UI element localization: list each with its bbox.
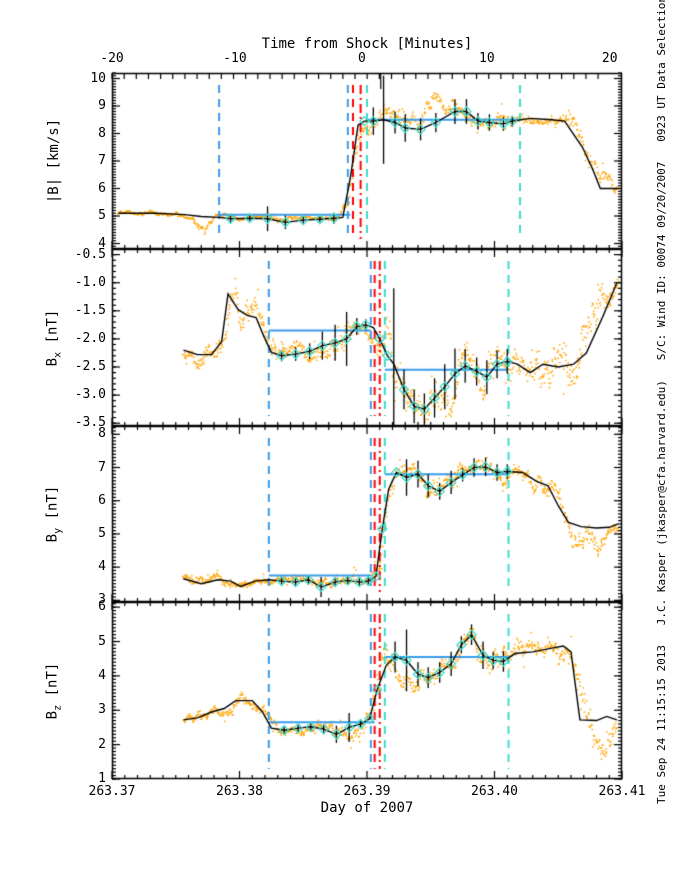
y-tick-label: -3.5: [74, 415, 106, 431]
y-tick-label: 6: [98, 492, 106, 508]
y-tick-label: -0.5: [74, 246, 106, 262]
y-tick-label: 7: [98, 459, 106, 475]
top-tick-label: -10: [223, 51, 247, 66]
x-tick-label: 263.38: [216, 784, 263, 799]
y-tick-label: 4: [98, 559, 106, 575]
y-tick-label: 4: [98, 235, 106, 251]
top-tick-label: 20: [601, 51, 618, 66]
right-annotation: Tue Sep 24 11:15:15 2013 J.C. Kasper (jk…: [655, 0, 668, 804]
top-axis-title: Time from Shock [Minutes]: [261, 36, 473, 52]
y-tick-label: 8: [98, 426, 106, 442]
y-tick-label: -1.0: [74, 274, 106, 290]
y-tick-label: -1.5: [74, 302, 106, 318]
y-tick-label: 7: [98, 153, 106, 168]
y-tick-label: 4: [98, 667, 106, 683]
top-tick-label: 0: [357, 51, 366, 66]
y-tick-label: 3: [98, 702, 106, 718]
y-axis-title: Bz [nT]: [44, 662, 64, 719]
y-tick-label: 2: [98, 736, 106, 752]
x-axis-title: Day of 2007: [320, 800, 414, 816]
y-tick-label: 8: [98, 125, 106, 141]
y-tick-label: -2.5: [74, 359, 106, 374]
x-tick-label: 263.41: [598, 784, 646, 799]
y-tick-label: 5: [98, 633, 106, 649]
top-tick-label: 10: [479, 51, 495, 66]
y-axis-title: By [nT]: [44, 485, 64, 543]
y-tick-label: 9: [98, 98, 106, 113]
y-tick-label: 5: [98, 525, 106, 541]
y-tick-label: 3: [98, 592, 106, 608]
y-tick-label: 5: [98, 208, 106, 223]
y-axis-title: Bx [nT]: [44, 309, 64, 366]
y-tick-label: 6: [98, 180, 106, 196]
y-tick-label: 6: [98, 599, 106, 615]
y-tick-label: -3.0: [74, 387, 106, 403]
y-tick-label: 1: [98, 771, 106, 786]
y-axis-title: |B| [km/s]: [46, 118, 62, 204]
x-tick-label: 263.39: [343, 784, 391, 799]
y-tick-label: -2.0: [74, 330, 106, 346]
x-tick-label: 263.37: [88, 784, 136, 799]
top-tick-label: -20: [100, 51, 124, 66]
x-tick-label: 263.40: [471, 784, 518, 799]
y-tick-label: 10: [90, 70, 106, 86]
